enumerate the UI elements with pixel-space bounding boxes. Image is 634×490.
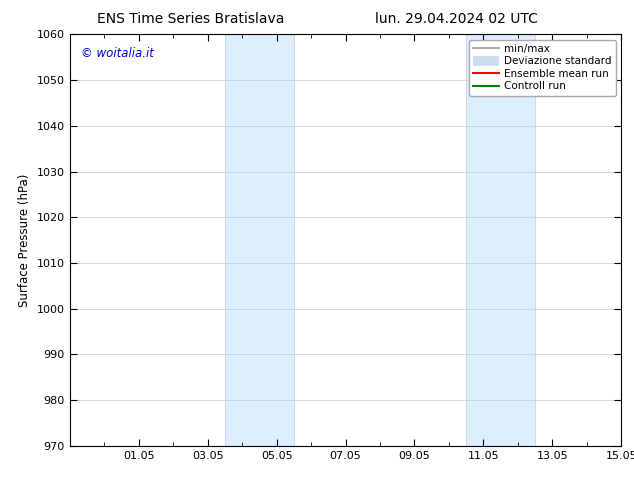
- Legend: min/max, Deviazione standard, Ensemble mean run, Controll run: min/max, Deviazione standard, Ensemble m…: [469, 40, 616, 96]
- Bar: [225, 34, 294, 446]
- Text: lun. 29.04.2024 02 UTC: lun. 29.04.2024 02 UTC: [375, 12, 538, 26]
- Bar: [466, 34, 535, 446]
- Text: ENS Time Series Bratislava: ENS Time Series Bratislava: [96, 12, 284, 26]
- Y-axis label: Surface Pressure (hPa): Surface Pressure (hPa): [18, 173, 31, 307]
- Text: © woitalia.it: © woitalia.it: [81, 47, 153, 60]
